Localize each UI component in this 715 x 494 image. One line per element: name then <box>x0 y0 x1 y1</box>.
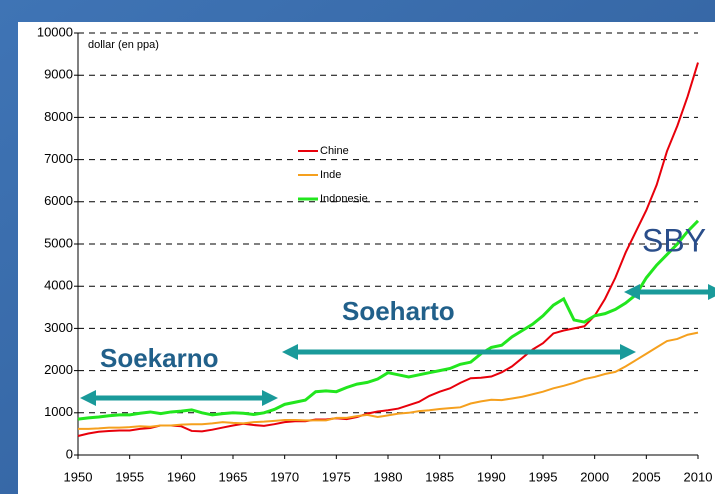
x-tick-label: 1960 <box>167 469 196 484</box>
x-tick-label: 1985 <box>425 469 454 484</box>
annotation: Soekarno <box>100 343 219 373</box>
panel <box>18 22 715 494</box>
y-tick-label: 9000 <box>44 67 73 82</box>
x-tick-label: 2010 <box>684 469 713 484</box>
x-tick-label: 1950 <box>64 469 93 484</box>
x-tick-label: 1970 <box>270 469 299 484</box>
series-line <box>78 331 699 430</box>
y-tick-label: 6000 <box>44 193 73 208</box>
x-tick-label: 1975 <box>322 469 351 484</box>
y-tick-label: 10000 <box>37 24 73 39</box>
y-tick-label: 7000 <box>44 151 73 166</box>
y-tick-label: 0 <box>66 446 73 461</box>
x-tick-label: 1990 <box>477 469 506 484</box>
y-axis-label: dollar (en ppa) <box>88 39 159 51</box>
y-tick-label: 1000 <box>44 404 73 419</box>
x-tick-label: 2005 <box>632 469 661 484</box>
y-tick-label: 2000 <box>44 362 73 377</box>
legend-label: Indonesie <box>320 193 368 205</box>
y-tick-label: 4000 <box>44 278 73 293</box>
x-tick-label: 1980 <box>374 469 403 484</box>
series-line <box>77 219 700 421</box>
y-tick-label: 3000 <box>44 320 73 335</box>
x-tick-label: 1955 <box>115 469 144 484</box>
legend-label: Chine <box>320 145 349 157</box>
x-tick-label: 1995 <box>529 469 558 484</box>
x-tick-label: 2000 <box>580 469 609 484</box>
annotation: SBY <box>642 222 706 258</box>
x-tick-label: 1965 <box>219 469 248 484</box>
legend-label: Inde <box>320 169 341 181</box>
y-tick-label: 8000 <box>44 109 73 124</box>
y-tick-label: 5000 <box>44 235 73 250</box>
annotation: Soeharto <box>342 296 455 326</box>
